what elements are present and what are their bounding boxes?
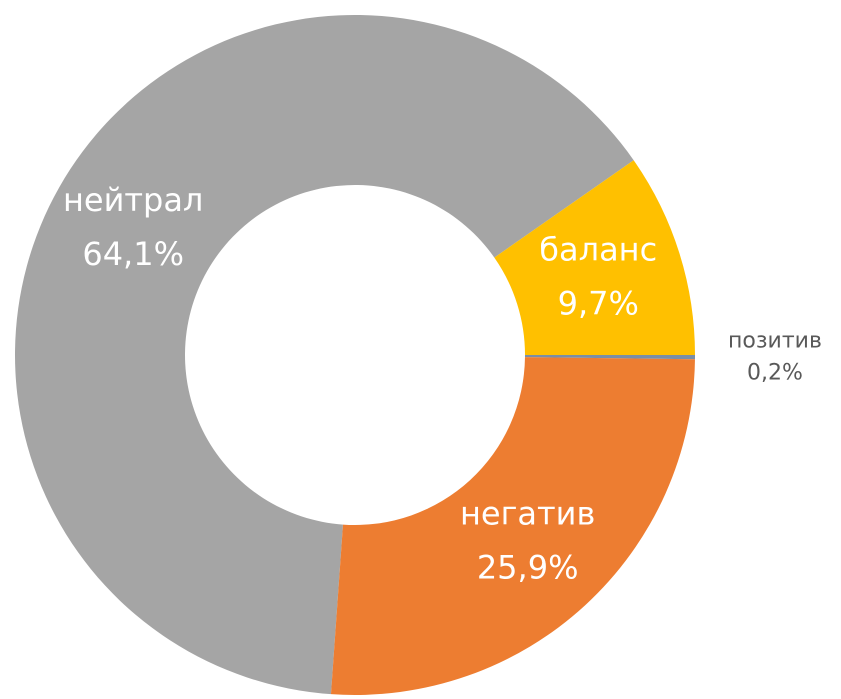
slice-value: 9,7% [558, 284, 639, 322]
slice-label: позитив [728, 329, 822, 354]
slice-label: негатив [460, 495, 595, 533]
slice-value: 25,9% [477, 549, 579, 587]
donut-slice [15, 15, 634, 695]
slice-value: 64,1% [82, 235, 184, 273]
donut-slice [330, 357, 695, 695]
slice-label: баланс [539, 230, 657, 268]
donut-slice [494, 160, 695, 355]
slice-value: 0,2% [747, 361, 803, 386]
slice-label: нейтрал [63, 181, 203, 219]
donut-slice [524, 355, 695, 360]
